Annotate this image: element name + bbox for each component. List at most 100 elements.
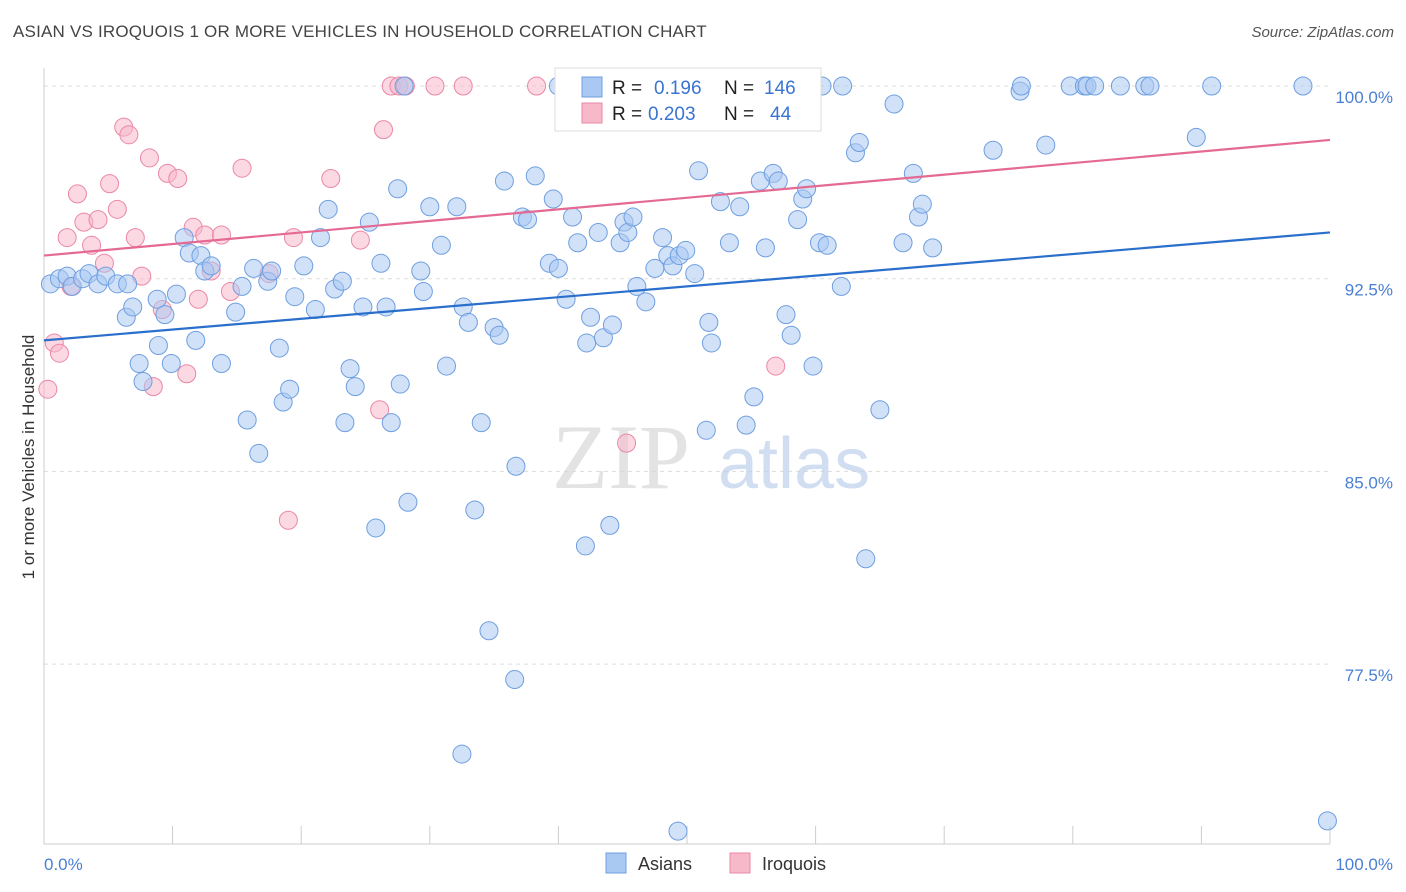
asians-point-45 bbox=[345, 377, 365, 397]
asians-point-65 bbox=[479, 621, 499, 641]
y-tick-label-0: 77.5% bbox=[1345, 666, 1393, 685]
asians-point-37 bbox=[294, 256, 314, 276]
asians-point-42 bbox=[332, 271, 352, 291]
asians-point-143 bbox=[833, 76, 853, 96]
asians-point-124 bbox=[870, 400, 890, 420]
asians-point-56 bbox=[413, 282, 433, 302]
asians-point-25 bbox=[211, 353, 231, 373]
asians-point-82 bbox=[588, 222, 608, 242]
asians-point-123 bbox=[856, 549, 876, 569]
iroquois-n-value: 44 bbox=[770, 104, 792, 125]
asians-point-112 bbox=[776, 305, 796, 325]
asians-point-47 bbox=[359, 212, 379, 232]
iroquois-r-label: R = bbox=[612, 104, 642, 125]
asians-point-29 bbox=[244, 258, 264, 278]
source-label: Source: ZipAtlas.com bbox=[1251, 24, 1394, 41]
asians-r-label: R = bbox=[612, 78, 642, 99]
asians-point-130 bbox=[923, 238, 943, 258]
iroquois-point-16 bbox=[139, 148, 159, 168]
asians-point-24 bbox=[201, 256, 221, 276]
asians-point-52 bbox=[388, 179, 408, 199]
asians-point-39 bbox=[310, 228, 330, 248]
y-tick-labels: 77.5% 85.0% 92.5% 100.0% bbox=[1335, 88, 1393, 685]
asians-point-33 bbox=[269, 338, 289, 358]
iroquois-point-23 bbox=[188, 289, 208, 309]
asians-point-102 bbox=[701, 333, 721, 353]
series-legend: Asians Iroquois bbox=[605, 852, 826, 874]
asians-point-111 bbox=[768, 171, 788, 191]
iroquois-point-42 bbox=[617, 433, 637, 453]
asians-point-104 bbox=[719, 233, 739, 253]
asians-point-67 bbox=[489, 325, 509, 345]
asians-point-105 bbox=[730, 197, 750, 217]
asians-n-value: 146 bbox=[764, 78, 796, 99]
asians-point-133 bbox=[1036, 135, 1056, 155]
asians-point-63 bbox=[465, 500, 485, 520]
watermark: ZIP atlas bbox=[552, 406, 870, 508]
asians-point-147 bbox=[1317, 811, 1337, 831]
asians-point-71 bbox=[518, 210, 538, 230]
asians-point-16 bbox=[155, 305, 175, 325]
asians-point-38 bbox=[305, 300, 325, 320]
asians-point-141 bbox=[1202, 76, 1222, 96]
iroquois-point-34 bbox=[370, 400, 390, 420]
asians-point-72 bbox=[525, 166, 545, 186]
iroquois-point-20 bbox=[168, 168, 188, 188]
asians-point-49 bbox=[371, 253, 391, 273]
iroquois-n-label: N = bbox=[724, 104, 754, 125]
asians-point-48 bbox=[366, 518, 386, 538]
asians-point-76 bbox=[556, 289, 576, 309]
asians-point-54 bbox=[398, 492, 418, 512]
asians-point-15 bbox=[148, 336, 168, 356]
asians-point-129 bbox=[912, 194, 932, 214]
watermark-zip: ZIP bbox=[552, 406, 690, 508]
iroquois-point-28 bbox=[232, 158, 252, 178]
asians-point-89 bbox=[623, 207, 643, 227]
asians-point-106 bbox=[736, 415, 756, 435]
asians-point-75 bbox=[548, 258, 568, 278]
asians-point-93 bbox=[653, 228, 673, 248]
asians-point-58 bbox=[431, 235, 451, 255]
iroquois-point-11 bbox=[107, 199, 127, 219]
asians-point-103 bbox=[710, 192, 730, 212]
iroquois-r-value: 0.203 bbox=[648, 104, 696, 125]
asians-point-144 bbox=[452, 744, 472, 764]
asians-point-97 bbox=[676, 240, 696, 260]
asians-point-44 bbox=[340, 359, 360, 379]
asians-point-109 bbox=[755, 238, 775, 258]
asians-point-30 bbox=[249, 443, 269, 463]
asians-point-27 bbox=[232, 276, 252, 296]
y-axis-title: 1 or more Vehicles in Household bbox=[19, 335, 38, 580]
y-tick-label-2: 92.5% bbox=[1345, 281, 1393, 300]
asians-point-126 bbox=[893, 233, 913, 253]
asians-point-32 bbox=[262, 261, 282, 281]
asians-point-62 bbox=[458, 312, 478, 332]
asians-point-64 bbox=[471, 413, 491, 433]
iroquois-point-40 bbox=[453, 76, 473, 96]
asians-point-68 bbox=[494, 171, 514, 191]
asians-point-77 bbox=[563, 207, 583, 227]
asians-point-40 bbox=[318, 199, 338, 219]
asians-point-28 bbox=[237, 410, 257, 430]
legend-asians-label: Asians bbox=[638, 854, 692, 874]
asians-point-60 bbox=[447, 197, 467, 217]
asians-point-116 bbox=[797, 179, 817, 199]
asians-point-14 bbox=[147, 289, 167, 309]
asians-point-9 bbox=[118, 274, 138, 294]
asians-point-137 bbox=[1085, 76, 1105, 96]
asians-point-13 bbox=[133, 371, 153, 391]
iroquois-point-2 bbox=[49, 343, 69, 363]
asians-point-35 bbox=[280, 379, 300, 399]
iroquois-point-43 bbox=[766, 356, 786, 376]
asians-point-91 bbox=[636, 292, 656, 312]
asians-point-114 bbox=[788, 210, 808, 230]
chart-title: ASIAN VS IROQUOIS 1 OR MORE VEHICLES IN … bbox=[13, 22, 707, 41]
asians-point-21 bbox=[186, 330, 206, 350]
asians-point-127 bbox=[903, 163, 923, 183]
asians-point-78 bbox=[568, 233, 588, 253]
asians-point-125 bbox=[884, 94, 904, 114]
asians-series bbox=[40, 76, 1337, 841]
asians-point-17 bbox=[161, 353, 181, 373]
legend-iroquois-label: Iroquois bbox=[762, 854, 826, 874]
